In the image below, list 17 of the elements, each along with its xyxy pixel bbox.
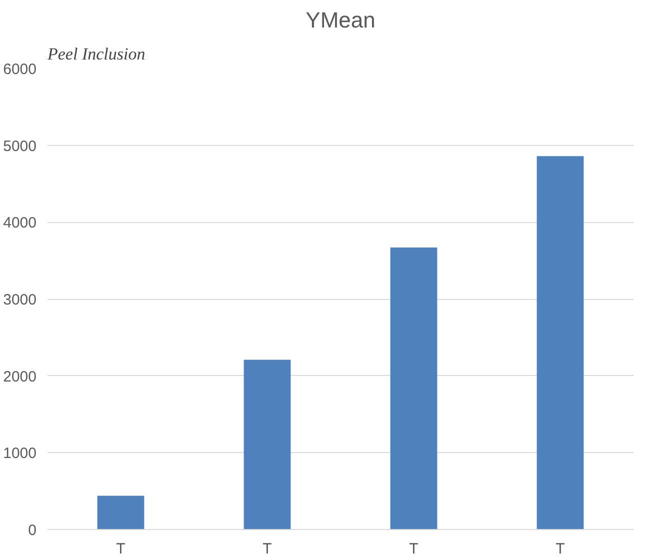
y-tick-label: 2000: [3, 368, 37, 386]
y-tick-label: 5000: [3, 138, 37, 155]
chart-title: YMean: [306, 8, 376, 32]
y-tick-label: 0: [28, 522, 36, 539]
y-tick-label: 1000: [3, 445, 37, 462]
bar: [390, 248, 438, 530]
y-tick-label: 4000: [3, 214, 37, 232]
text: Peel Inclusion: [46, 44, 146, 64]
y-tick-label: 3000: [3, 292, 37, 308]
x-tick-label: T: [409, 540, 418, 558]
bar: [536, 156, 584, 530]
bar: [97, 496, 144, 530]
x-tick-label: T: [262, 540, 272, 558]
x-tick-label: T: [116, 540, 126, 558]
x-tick-label: T: [556, 540, 565, 558]
bar: [244, 360, 291, 530]
y-tick-label: 6000: [3, 61, 37, 78]
